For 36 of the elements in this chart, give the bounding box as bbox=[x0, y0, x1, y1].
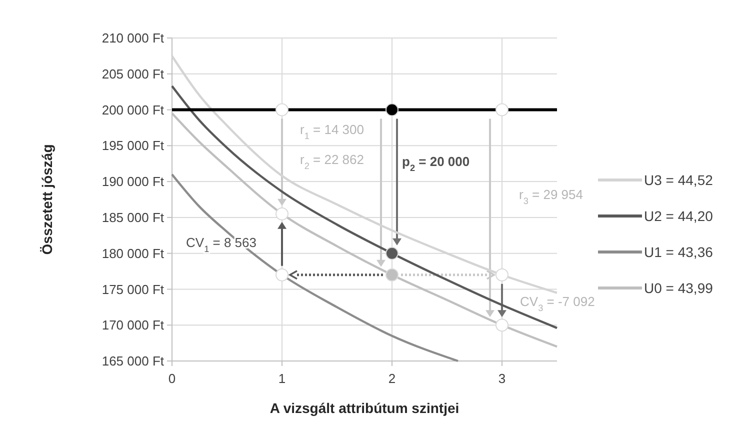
x-tick-label: 3 bbox=[498, 371, 506, 386]
point bbox=[386, 103, 398, 116]
x-tick-label: 2 bbox=[388, 371, 396, 386]
y-tick-label: 185 000 Ft bbox=[102, 210, 164, 225]
annotation: p$_{2}$ = 20 000 bbox=[402, 154, 470, 173]
annotation: r$_{3}$ = 29 954 bbox=[519, 187, 583, 206]
line-series bbox=[170, 84, 558, 330]
x-tick-label: 1 bbox=[278, 371, 286, 386]
annotation: r$_{2}$ = 22 862 bbox=[300, 152, 364, 171]
legend-label: U0 = 43,99 bbox=[644, 280, 714, 296]
y-tick-label: 180 000 Ft bbox=[102, 246, 164, 261]
point bbox=[496, 103, 508, 116]
y-tick-label: 175 000 Ft bbox=[102, 282, 164, 297]
legend-label: U1 = 43,36 bbox=[644, 244, 714, 260]
point bbox=[276, 103, 288, 116]
point bbox=[386, 268, 398, 282]
annotation: r$_{1}$ = 14 300 bbox=[300, 122, 364, 141]
y-tick-label: 200 000 Ft bbox=[102, 102, 164, 118]
y-tick-label: 195 000 Ft bbox=[102, 138, 164, 154]
y-tick-label: 165 000 Ft bbox=[102, 354, 164, 369]
x-axis-title: A vizsgált attribútum szintjei bbox=[270, 400, 460, 416]
point bbox=[276, 268, 288, 282]
point bbox=[496, 318, 508, 332]
point bbox=[496, 268, 508, 282]
point bbox=[276, 207, 288, 220]
y-tick-label: 190 000 Ft bbox=[102, 174, 164, 190]
annotation: CV$_{3}$ = -7 092 bbox=[520, 294, 595, 313]
point bbox=[386, 246, 398, 260]
legend-label: U2 = 44,20 bbox=[644, 208, 714, 224]
y-tick-label: 205 000 Ft bbox=[102, 66, 164, 82]
y-tick-label: 170 000 Ft bbox=[102, 318, 164, 333]
legend-label: U3 = 44,52 bbox=[644, 172, 714, 188]
x-tick-label: 0 bbox=[168, 371, 176, 386]
y-tick-label: 210 000 Ft bbox=[102, 30, 164, 46]
line-series bbox=[170, 173, 460, 362]
y-axis-title: Összetett jószág bbox=[39, 144, 55, 255]
